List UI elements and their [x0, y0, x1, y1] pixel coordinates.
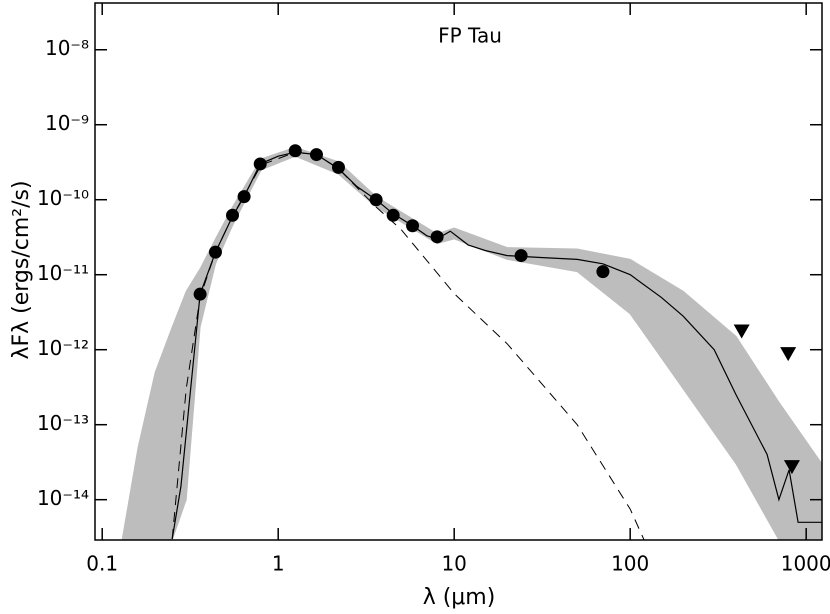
x-axis-label: λ (μm)	[423, 585, 496, 610]
data-point	[237, 190, 251, 204]
y-tick-label: 10⁻¹²	[37, 336, 89, 360]
data-point	[288, 144, 302, 158]
data-point	[309, 148, 323, 162]
y-tick-label: 10⁻¹¹	[37, 261, 89, 285]
y-tick-label: 10⁻⁸	[45, 36, 89, 60]
model-line	[171, 151, 822, 539]
axes-frame	[94, 2, 823, 541]
data-point	[369, 193, 383, 207]
data-point	[430, 230, 444, 244]
data-point	[406, 219, 420, 233]
x-tick-label: 1000	[781, 552, 830, 576]
y-tick-label: 10⁻¹⁴	[37, 486, 89, 510]
y-tick-label: 10⁻⁹	[45, 111, 89, 135]
x-tick-label: 10	[441, 552, 466, 576]
x-tick-label: 1	[272, 552, 285, 576]
chart-title: FP Tau	[438, 24, 502, 48]
photosphere-line	[171, 151, 645, 540]
data-point	[514, 249, 528, 263]
upper-limit	[733, 324, 750, 339]
model-range	[121, 146, 822, 540]
y-axis-label: λFλ (ergs/cm²/s)	[9, 180, 34, 359]
data-point	[253, 157, 267, 171]
data-point	[331, 160, 345, 174]
y-tick-label: 10⁻¹³	[37, 411, 89, 435]
y-tick-label: 10⁻¹⁰	[37, 186, 89, 210]
x-tick-label: 0.1	[86, 552, 118, 576]
x-tick-label: 100	[611, 552, 649, 576]
data-point	[386, 208, 400, 222]
upper-limit	[783, 460, 800, 475]
data-point	[193, 287, 207, 301]
data-point	[596, 265, 610, 279]
data-point	[208, 245, 222, 259]
plot-area	[121, 144, 822, 540]
upper-limit	[780, 347, 797, 362]
data-point	[226, 208, 240, 222]
